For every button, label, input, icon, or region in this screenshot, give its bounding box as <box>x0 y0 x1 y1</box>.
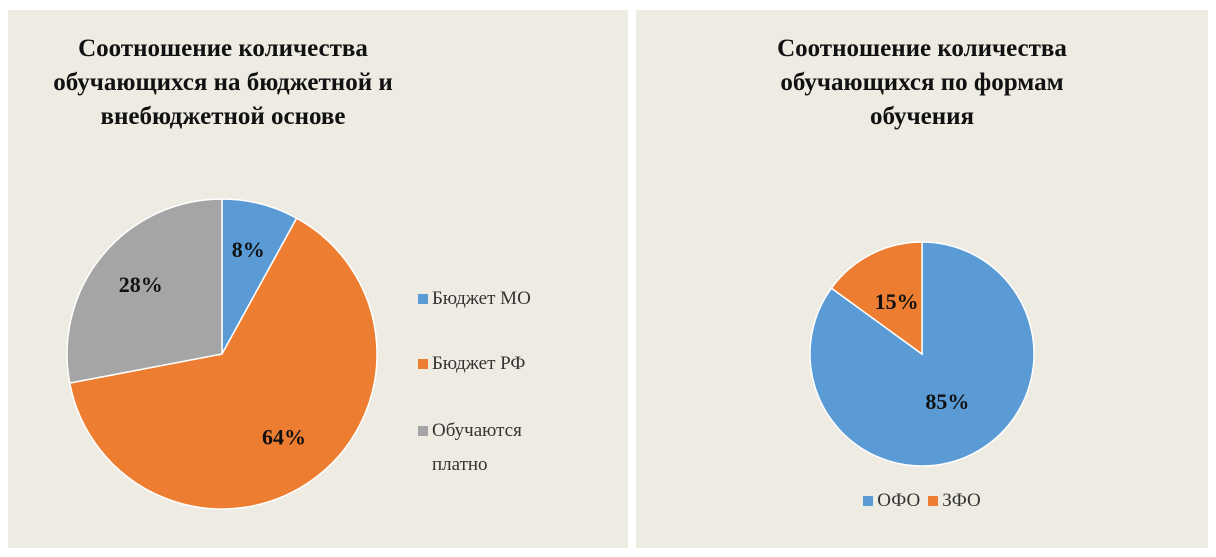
legend-label: Бюджет РФ <box>432 353 526 374</box>
legend-item: ЗФО <box>928 490 981 512</box>
pie-slice <box>830 241 923 356</box>
legend-item: Бюджет РФ <box>418 347 568 381</box>
legend-swatch <box>928 496 939 506</box>
pie-slice <box>68 217 378 510</box>
data-label: 64% <box>262 424 306 449</box>
chart-title: Соотношение количества обучающихся по фо… <box>777 35 1067 130</box>
data-label: 8% <box>232 237 265 262</box>
legend-swatch <box>418 426 428 436</box>
legend: ОФО ЗФО <box>636 490 1208 512</box>
data-label: 85% <box>925 389 969 414</box>
legend-swatch <box>418 294 428 304</box>
legend-item: Обучаются платно <box>418 414 568 482</box>
data-label: 28% <box>119 272 163 297</box>
legend-label: Бюджет МО <box>432 288 531 309</box>
legend-label: ЗФО <box>942 490 981 511</box>
legend-item: Бюджет МО <box>418 282 568 316</box>
chart-title: Соотношение количества обучающихся на бю… <box>53 35 393 130</box>
data-label: 15% <box>875 289 919 314</box>
legend-swatch <box>418 359 428 369</box>
legend-swatch <box>863 496 874 506</box>
legend-label: Обучаются платно <box>432 420 522 475</box>
legend-label: ОФО <box>877 490 921 511</box>
legend-item: ОФО <box>863 490 920 512</box>
pie-slice <box>66 198 223 384</box>
